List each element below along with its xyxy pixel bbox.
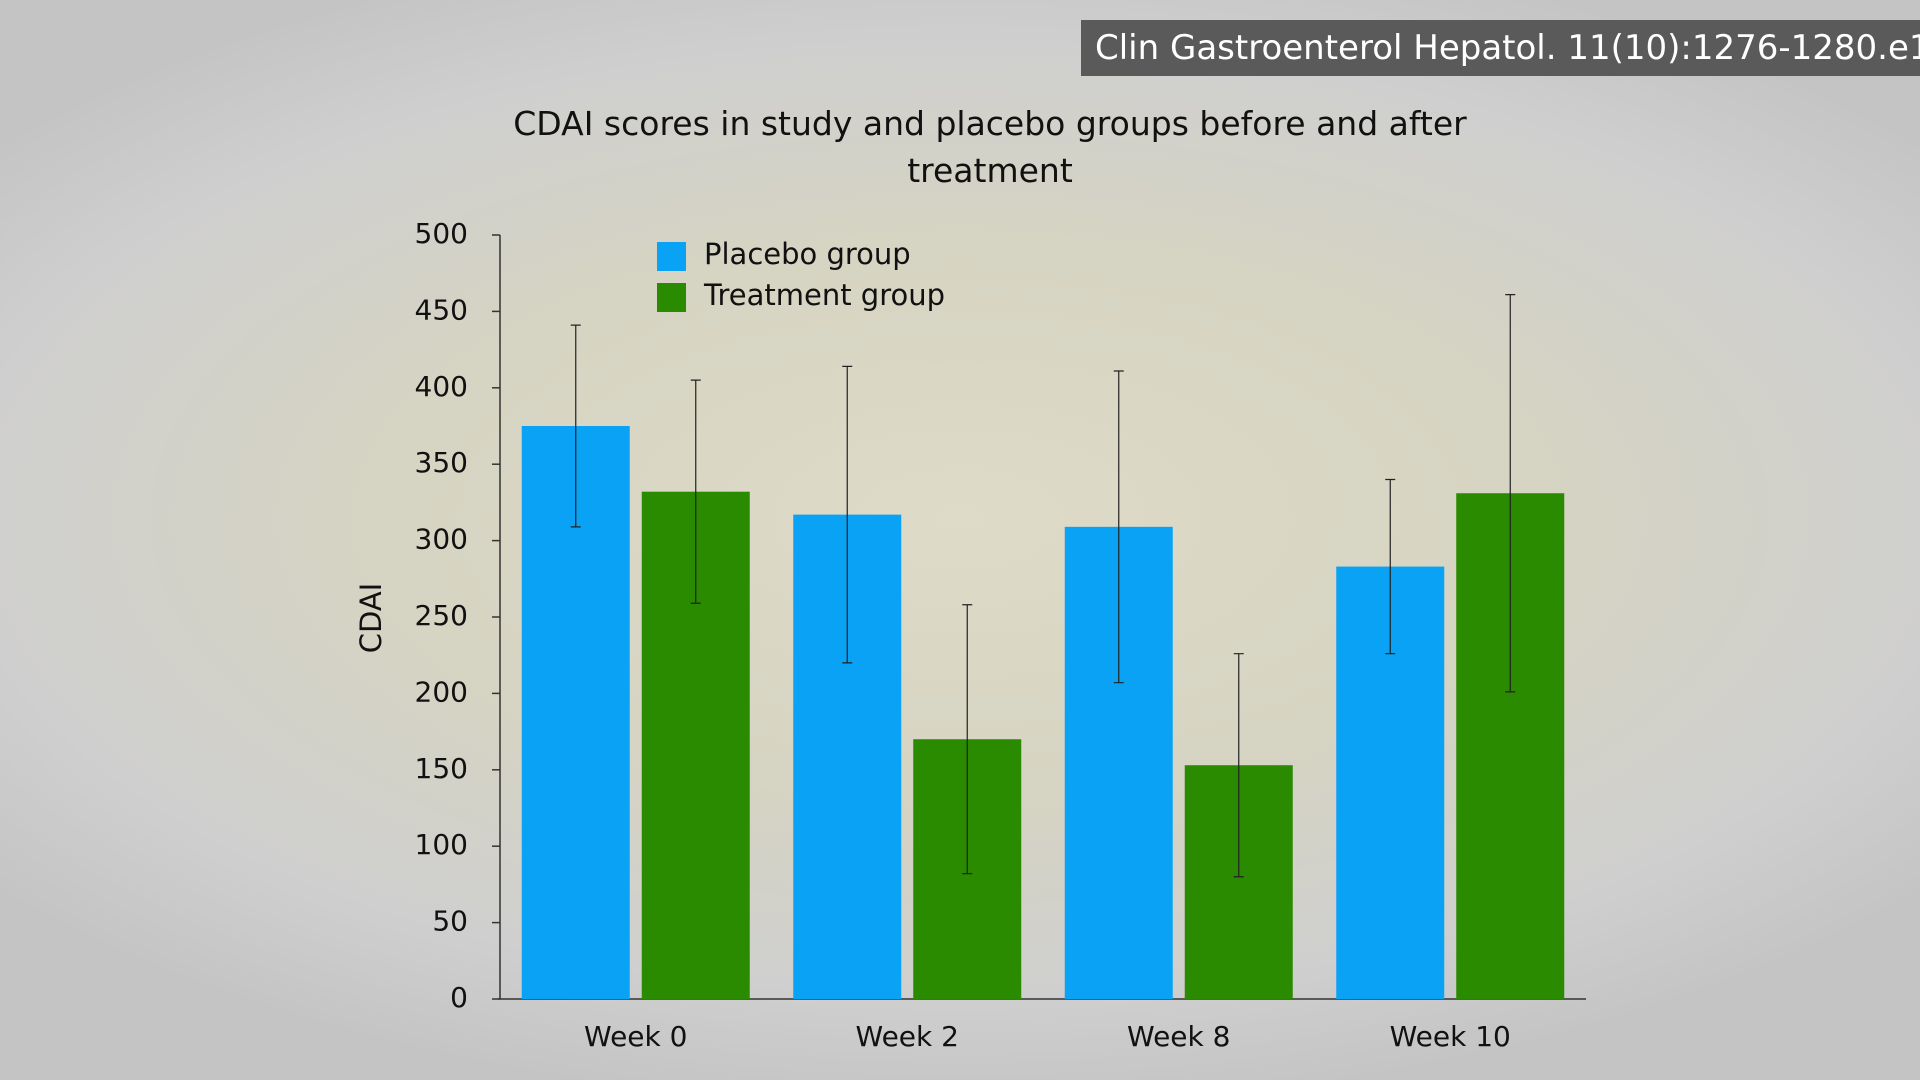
y-tick-label: 250	[415, 599, 468, 632]
y-axis-label: CDAI	[354, 583, 388, 653]
error-bar	[842, 365, 853, 664]
y-tick-label: 500	[415, 217, 468, 250]
y-tick-label: 450	[415, 293, 468, 326]
error-bar	[1505, 293, 1516, 693]
error-bar	[570, 324, 581, 528]
error-bar	[962, 604, 973, 875]
legend-label: Placebo group	[704, 237, 911, 271]
y-tick-label: 200	[415, 675, 468, 708]
error-bar	[1385, 478, 1396, 655]
x-tick-label: Week 2	[856, 1020, 959, 1053]
chart-title: CDAI scores in study and placebo groups …	[513, 104, 1467, 190]
legend-swatch	[657, 283, 686, 312]
x-tick-label: Week 8	[1127, 1020, 1230, 1053]
citation: Clin Gastroenterol Hepatol. 11(10):1276-…	[1081, 20, 1920, 76]
y-tick-label: 350	[415, 446, 468, 479]
y-tick-label: 400	[415, 370, 468, 403]
error-bar	[690, 379, 701, 604]
y-tick-label: 50	[432, 905, 468, 938]
error-bar	[1113, 370, 1124, 684]
y-tick-label: 100	[415, 828, 468, 861]
error-bar	[1233, 653, 1244, 878]
legend-label: Treatment group	[703, 278, 945, 312]
y-tick-label: 0	[450, 981, 468, 1014]
x-tick-label: Week 10	[1390, 1020, 1511, 1053]
y-tick-label: 300	[415, 523, 468, 556]
y-tick-label: 150	[415, 752, 468, 785]
legend-swatch	[657, 242, 686, 271]
x-tick-label: Week 0	[584, 1020, 687, 1053]
